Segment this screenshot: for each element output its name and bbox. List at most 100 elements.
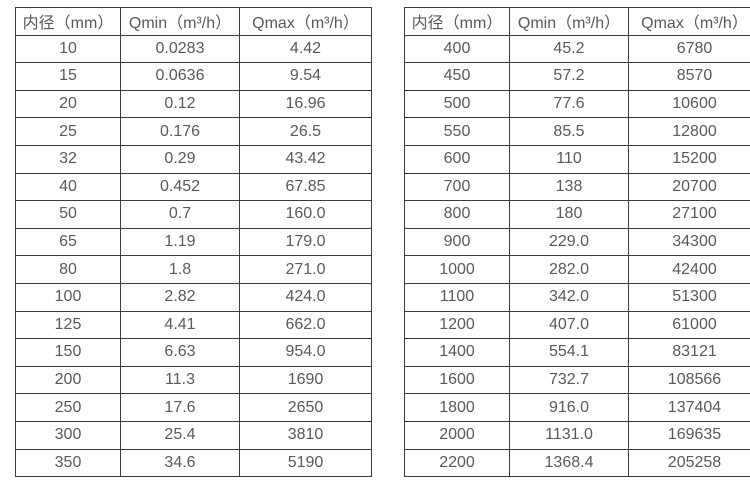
flow-rate-table-large-diameters: 内径（mm） Qmin（m³/h） Qmax（m³/h） 400 45.2 6780 450…	[404, 7, 750, 478]
table-cell: 8570	[628, 62, 750, 91]
table-cell: 34.6	[120, 448, 240, 478]
table-row: 1600 732.7 108566	[404, 365, 750, 395]
table-row: 2000 1131.0 169635	[404, 420, 750, 450]
table-row: 200 11.3 1690	[15, 365, 372, 395]
table-cell: 25	[15, 117, 121, 146]
flow-rate-table-small-diameters: 内径（mm） Qmin（m³/h） Qmax（m³/h） 10 0.0283 4.42 15…	[15, 7, 372, 478]
table-row: 450 57.2 8570	[404, 62, 750, 91]
table-cell: 550	[404, 117, 510, 146]
table-cell: 0.452	[120, 172, 240, 202]
table-row: 500 77.6 10600	[404, 89, 750, 119]
table-cell: 15200	[628, 144, 750, 174]
table-cell: 1.8	[120, 255, 240, 284]
table-row: 32 0.29 43.42	[15, 144, 372, 174]
table-cell: 51300	[628, 282, 750, 312]
table-cell: 16.96	[239, 89, 372, 119]
table-cell: 4.41	[120, 310, 240, 340]
table-cell: 229.0	[509, 227, 629, 257]
column-header: 内径（mm）	[404, 7, 510, 36]
table-row: 40 0.452 67.85	[15, 172, 372, 202]
table-cell: 5190	[239, 448, 372, 478]
table-cell: 2000	[404, 420, 510, 450]
header-row: 内径（mm） Qmin（m³/h） Qmax（m³/h）	[15, 7, 372, 36]
table-row: 600 110 15200	[404, 144, 750, 174]
table-row: 350 34.6 5190	[15, 448, 372, 478]
table-cell: 800	[404, 200, 510, 229]
table-cell: 0.176	[120, 117, 240, 146]
table-cell: 10600	[628, 89, 750, 119]
table-row: 1200 407.0 61000	[404, 310, 750, 340]
table-cell: 282.0	[509, 255, 629, 284]
table-cell: 271.0	[239, 255, 372, 284]
table-row: 900 229.0 34300	[404, 227, 750, 257]
table-cell: 900	[404, 227, 510, 257]
table-cell: 500	[404, 89, 510, 119]
table-cell: 108566	[628, 365, 750, 395]
table-cell: 100	[15, 282, 121, 312]
table-row: 15 0.0636 9.54	[15, 62, 372, 91]
table-cell: 80	[15, 255, 121, 284]
table-row: 250 17.6 2650	[15, 393, 372, 422]
table-cell: 400	[404, 34, 510, 64]
table-row: 20 0.12 16.96	[15, 89, 372, 119]
table-cell: 450	[404, 62, 510, 91]
table-row: 80 1.8 271.0	[15, 255, 372, 284]
column-header: Qmax（m³/h）	[239, 7, 372, 36]
table-cell: 85.5	[509, 117, 629, 146]
table-cell: 10	[15, 34, 121, 64]
table-cell: 1690	[239, 365, 372, 395]
table-cell: 250	[15, 393, 121, 422]
table-cell: 125	[15, 310, 121, 340]
table-cell: 45.2	[509, 34, 629, 64]
table-row: 400 45.2 6780	[404, 34, 750, 64]
table-cell: 25.4	[120, 420, 240, 450]
table-cell: 20700	[628, 172, 750, 202]
table-cell: 179.0	[239, 227, 372, 257]
table-row: 2200 1368.4 205258	[404, 448, 750, 478]
table-cell: 3810	[239, 420, 372, 450]
table-row: 150 6.63 954.0	[15, 338, 372, 367]
table-cell: 27100	[628, 200, 750, 229]
table-cell: 34300	[628, 227, 750, 257]
table-cell: 17.6	[120, 393, 240, 422]
table-cell: 110	[509, 144, 629, 174]
table-cell: 180	[509, 200, 629, 229]
table-cell: 15	[15, 62, 121, 91]
table-cell: 1200	[404, 310, 510, 340]
table-cell: 954.0	[239, 338, 372, 367]
table-cell: 20	[15, 89, 121, 119]
table-cell: 200	[15, 365, 121, 395]
table-cell: 0.0283	[120, 34, 240, 64]
column-header: Qmax（m³/h）	[628, 7, 750, 36]
table-cell: 40	[15, 172, 121, 202]
table-cell: 600	[404, 144, 510, 174]
table-cell: 0.7	[120, 200, 240, 229]
table-cell: 2650	[239, 393, 372, 422]
table-cell: 57.2	[509, 62, 629, 91]
table-cell: 700	[404, 172, 510, 202]
table-cell: 43.42	[239, 144, 372, 174]
table-cell: 662.0	[239, 310, 372, 340]
tables-row: 内径（mm） Qmin（m³/h） Qmax（m³/h） 10 0.0283 4.42 15…	[15, 7, 750, 478]
table-cell: 342.0	[509, 282, 629, 312]
table-cell: 2.82	[120, 282, 240, 312]
table-row: 1800 916.0 137404	[404, 393, 750, 422]
table-cell: 1368.4	[509, 448, 629, 478]
table-cell: 138	[509, 172, 629, 202]
table-cell: 42400	[628, 255, 750, 284]
table-row: 550 85.5 12800	[404, 117, 750, 146]
column-header: 内径（mm）	[15, 7, 121, 36]
table-cell: 6.63	[120, 338, 240, 367]
table-row: 10 0.0283 4.42	[15, 34, 372, 64]
table-cell: 554.1	[509, 338, 629, 367]
table-row: 25 0.176 26.5	[15, 117, 372, 146]
table-cell: 916.0	[509, 393, 629, 422]
table-row: 125 4.41 662.0	[15, 310, 372, 340]
table-cell: 1600	[404, 365, 510, 395]
table-row: 50 0.7 160.0	[15, 200, 372, 229]
table-cell: 32	[15, 144, 121, 174]
table-cell: 150	[15, 338, 121, 367]
table-cell: 1800	[404, 393, 510, 422]
table-row: 1100 342.0 51300	[404, 282, 750, 312]
table-cell: 1100	[404, 282, 510, 312]
